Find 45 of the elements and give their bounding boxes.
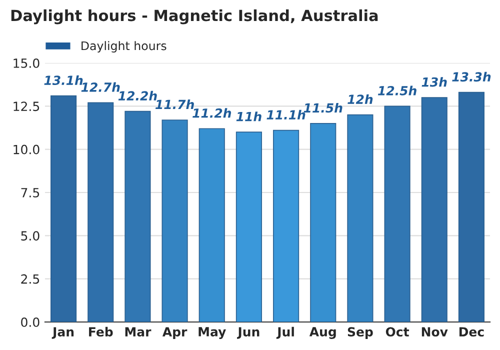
y-tick-label: 7.5 bbox=[21, 188, 40, 198]
data-label: 12h bbox=[348, 94, 373, 104]
x-tick-label: May bbox=[198, 327, 226, 339]
x-tick-label: Oct bbox=[386, 327, 410, 337]
bar bbox=[273, 130, 300, 322]
chart-title: Daylight hours - Magnetic Island, Australia bbox=[11, 9, 378, 24]
y-tick-label: 2.5 bbox=[21, 274, 40, 284]
bar bbox=[310, 123, 336, 322]
data-label: 12.2h bbox=[118, 90, 157, 100]
x-tick-label: Feb bbox=[89, 326, 113, 337]
legend-label: Daylight hours bbox=[82, 41, 166, 52]
x-tick-label: Sep bbox=[348, 327, 373, 339]
bar bbox=[236, 132, 262, 322]
data-label: 11h bbox=[236, 112, 262, 122]
x-tick-label: Mar bbox=[125, 327, 152, 337]
bar bbox=[162, 120, 188, 322]
y-tick-label: 10.0 bbox=[14, 144, 40, 154]
x-tick-label: Jun bbox=[237, 327, 260, 339]
y-tick-label: 0.0 bbox=[21, 317, 40, 327]
y-tick-label: 5.0 bbox=[21, 231, 40, 241]
x-tick-label: Dec bbox=[459, 327, 484, 337]
x-tick-label: Apr bbox=[162, 327, 188, 339]
data-label: 12.7h bbox=[81, 82, 120, 92]
bar bbox=[88, 102, 114, 322]
y-tick-label: 15.0 bbox=[14, 58, 40, 68]
bar bbox=[384, 106, 410, 322]
data-label: 12.5h bbox=[378, 86, 416, 96]
bar bbox=[50, 95, 77, 322]
data-label: 11.2h bbox=[192, 108, 232, 118]
data-label: 13.1h bbox=[44, 75, 83, 86]
bar bbox=[458, 92, 484, 322]
bar bbox=[124, 110, 151, 322]
data-label: 11.5h bbox=[304, 103, 342, 113]
bar bbox=[198, 128, 225, 322]
data-label: 13.3h bbox=[452, 72, 491, 82]
data-label: 13h bbox=[422, 77, 447, 87]
bar bbox=[347, 114, 374, 322]
data-label: 11.7h bbox=[155, 100, 194, 110]
x-tick-label: Aug bbox=[309, 327, 336, 339]
bar bbox=[421, 97, 448, 322]
x-tick-label: Jan bbox=[52, 327, 74, 339]
data-label: 11.1h bbox=[266, 110, 306, 120]
y-tick-label: 12.5 bbox=[14, 102, 40, 112]
x-tick-label: Jul bbox=[276, 326, 294, 339]
x-tick-label: Nov bbox=[422, 327, 448, 337]
